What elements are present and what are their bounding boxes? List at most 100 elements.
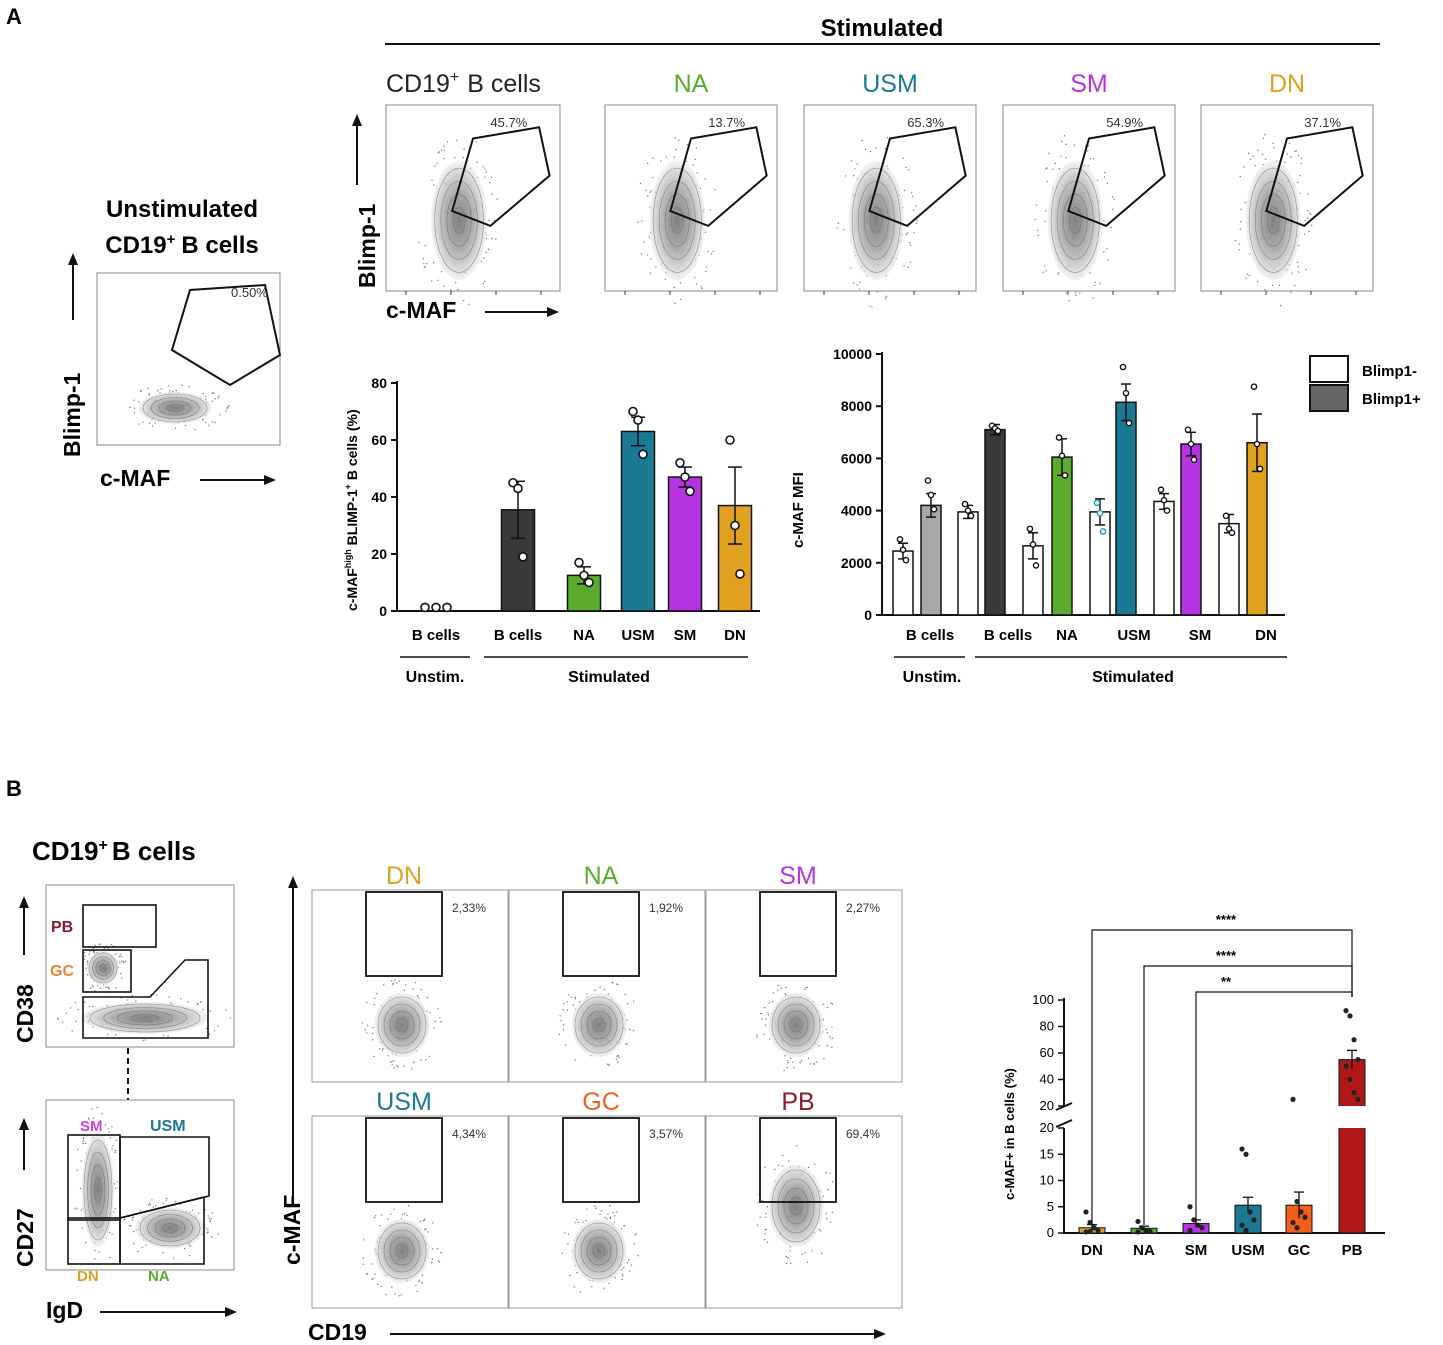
chart3-data-point [1239, 1222, 1245, 1228]
flow-plot-label: GC [582, 1088, 620, 1116]
chart3-data-point [1139, 1225, 1145, 1231]
chart3-data-point [1251, 1217, 1257, 1223]
chart1-data-point [675, 457, 685, 468]
stim-plot-label: CD19+ B cells [386, 69, 541, 98]
chart3-data-point [1187, 1227, 1193, 1233]
chart1-ytick-label: 60 [371, 432, 387, 448]
gating-cd38-plot: PB GC [45, 884, 235, 1048]
chart1-group-label: Stimulated [568, 669, 650, 686]
chart3-data-point [1355, 1096, 1361, 1102]
unstim-y-arrow-icon [68, 253, 78, 265]
chart3-data-point [1083, 1229, 1089, 1235]
cmaf-gate-percent: 2,27% [846, 901, 880, 915]
stim-flow-plot-dn: 37.1% [1200, 104, 1374, 307]
stim-plot-label: USM [862, 70, 918, 98]
flow-plot-label: DN [386, 862, 422, 890]
chart3-significance-bracket [1143, 965, 1353, 1225]
flow-plot-na: 1,92% [508, 889, 706, 1083]
chart2-data-point [1157, 486, 1165, 494]
chart3-data-point [1135, 1229, 1141, 1235]
chart2-category-label: DN [1255, 627, 1277, 644]
legend-label-blimp-pos: Blimp1+ [1362, 391, 1421, 408]
chart1-ytick-label: 0 [379, 603, 387, 619]
cmaf-gate-percent: 1,92% [649, 901, 683, 915]
unstim-gate [170, 283, 282, 387]
cmaf-axis-label: c-MAF [279, 1195, 305, 1265]
chart3-bar-break-gap [1337, 1106, 1367, 1128]
flow-density-contour [129, 384, 230, 431]
flow-plot-label: USM [376, 1088, 432, 1116]
flow-density-contour [637, 137, 716, 305]
unstim-x-arrow-icon [264, 475, 276, 485]
flow-density-contour [756, 984, 834, 1072]
chart1-bar [620, 430, 656, 612]
cmaf-gate-percent: 4,34% [452, 1127, 486, 1141]
blimp-percent-chart: 0 20 40 60 80 c-MAFhigh BLIMP-1+ B cells (%) B… [343, 375, 760, 686]
chart3-ytick-label: 80 [1040, 1019, 1054, 1034]
gate-label-usm: USM [150, 1118, 186, 1135]
chart3-data-point [1095, 1227, 1101, 1233]
chart1-category-label: B cells [494, 627, 542, 644]
chart2-ytick-label: 4000 [841, 503, 872, 519]
chart2-bar-blimp-neg [957, 511, 979, 616]
chart3-significance-label: **** [1216, 912, 1237, 927]
chart1-y-axis-label: c-MAFhigh BLIMP-1+ B cells (%) [343, 409, 360, 611]
chart3-data-point [1347, 1013, 1353, 1019]
gating-cd27-plot: SM USM DN NA [45, 1099, 235, 1285]
chart2-data-point [1032, 562, 1040, 569]
chart3-ytick-label: 20 [1040, 1120, 1054, 1135]
stim-gate-percent: 37.1% [1304, 115, 1341, 130]
unstim-x-axis-label: c-MAF [100, 465, 170, 491]
flow-plot-gc: 3,57% [508, 1115, 706, 1309]
gate-pb [82, 904, 157, 948]
chart3-data-point [1087, 1228, 1093, 1235]
chart2-group-label: Unstim. [903, 669, 962, 686]
stim-flow-plot-usm: 65.3% [803, 104, 977, 308]
chart2-data-point [1184, 426, 1192, 433]
chart1-category-label: NA [573, 627, 595, 644]
chart3-ytick-label: 10 [1040, 1173, 1054, 1188]
panel-b-flow-plots: 2,33% DN 1,92% NA 2,27% SM 4,34% USM 3,57% GC 69,4… [311, 862, 903, 1309]
chart2-data-point [1061, 472, 1069, 479]
chart1-data-point [685, 486, 695, 497]
unstim-y-axis-label: Blimp-1 [59, 372, 85, 457]
chart2-category-label: NA [1056, 627, 1078, 644]
chart3-data-point [1187, 1204, 1193, 1210]
chart3-data-point [1087, 1219, 1093, 1226]
chart1-data-point [628, 406, 638, 417]
chart3-data-point [1343, 1063, 1349, 1069]
unstim-flow-plot: 0.50% [96, 272, 282, 446]
stim-gate [1265, 126, 1364, 228]
chart3-category-label: DN [1081, 1242, 1103, 1259]
chart2-data-point [1026, 525, 1034, 533]
cmaf-gate [365, 1117, 443, 1203]
chart1-data-point [638, 449, 648, 460]
chart3-data-point [1351, 1037, 1357, 1043]
chart2-data-point [902, 556, 910, 564]
chart1-data-point [735, 569, 745, 579]
chart1-data-point [442, 602, 452, 613]
chart3-data-point [1290, 1219, 1296, 1226]
flow-density-contour [123, 1197, 220, 1259]
stim-gate [669, 126, 768, 228]
chart3-data-point [1294, 1225, 1300, 1231]
chart3-significance-bracket [1195, 991, 1353, 1225]
cmaf-gate [365, 891, 443, 977]
chart3-data-point [1195, 1222, 1201, 1228]
chart2-data-point [1125, 419, 1133, 427]
chart1-data-point [431, 602, 441, 613]
chart2-data-point [1058, 452, 1066, 460]
chart3-ytick-label: 20 [1040, 1098, 1054, 1113]
panel-b-title: CD19+ B cells [32, 836, 196, 866]
chart1-data-point [680, 472, 690, 482]
chart3-ytick-label: 0 [1047, 1225, 1054, 1240]
legend-swatch-blimp-neg [1309, 355, 1349, 383]
chart2-ytick-label: 10000 [833, 346, 872, 362]
flow-plot-usm: 4,34% [311, 1115, 509, 1309]
chart3-data-point [1347, 1076, 1353, 1083]
stim-gate [868, 126, 967, 228]
chart2-y-axis-label: c-MAF MFI [790, 472, 807, 548]
chart2-data-point [1055, 434, 1063, 441]
chart2-data-point [1119, 363, 1127, 371]
chart3-axis-break [1055, 1119, 1073, 1128]
